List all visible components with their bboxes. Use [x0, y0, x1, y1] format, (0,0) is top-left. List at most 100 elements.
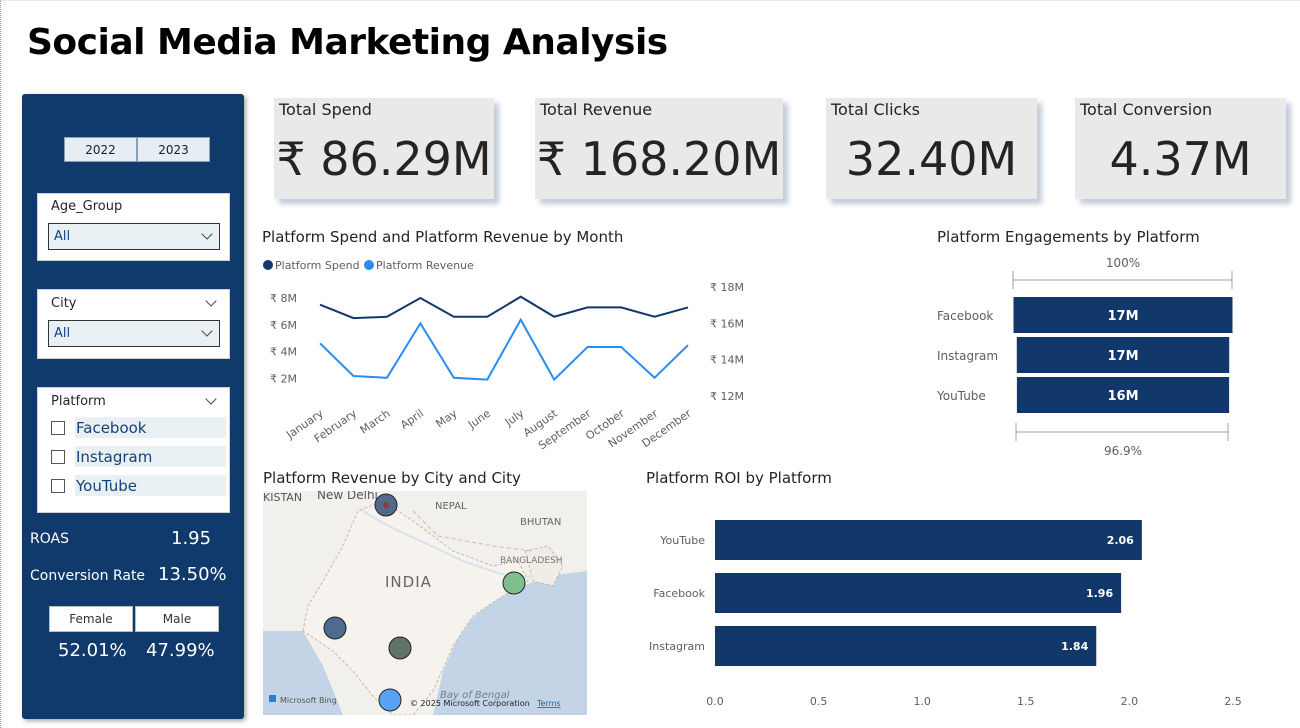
left-axis-tick-label: ₹ 8M: [270, 292, 297, 305]
x-axis-tick-label: July: [502, 407, 527, 430]
gender-male-button[interactable]: Male: [135, 606, 219, 632]
funnel-title: Platform Engagements by Platform: [937, 228, 1200, 246]
map-canvas[interactable]: KISTAN New Delhi NEPAL BHUTAN BANGLADESH…: [263, 491, 587, 715]
platform-slicer: Platform Facebook Instagram YouTube: [37, 387, 230, 513]
map-bubble-hyderabad[interactable]: [388, 636, 412, 660]
map-label-bhutan: BHUTAN: [520, 517, 561, 528]
roi-bar-youtube[interactable]: [715, 520, 1142, 560]
roas-value: 1.95: [171, 528, 212, 549]
platform-option-label: YouTube: [75, 475, 226, 496]
roi-x-axis-tick-label: 1.0: [913, 695, 931, 708]
funnel-category-label: Facebook: [937, 309, 993, 323]
right-axis-tick-label: ₹ 16M: [710, 317, 744, 330]
funnel-bar-facebook[interactable]: [1013, 297, 1233, 333]
conversion-rate-label: Conversion Rate: [30, 568, 146, 584]
roi-x-axis-tick-label: 2.5: [1224, 695, 1242, 708]
kpi-value: ₹ 86.29M: [276, 132, 492, 186]
funnel-bar-youtube[interactable]: [1016, 377, 1230, 413]
funnel-bar-value-label: 17M: [1107, 309, 1138, 324]
filter-sidebar: 2022 2023 Age_Group All City All Platfor…: [22, 94, 244, 719]
funnel-top-percentage: 100%: [1106, 256, 1140, 270]
funnel-category-label: Instagram: [937, 349, 998, 363]
roi-x-axis-tick-label: 1.5: [1017, 695, 1035, 708]
right-axis-tick-label: ₹ 14M: [710, 354, 744, 367]
female-percentage: 52.01%: [58, 640, 127, 661]
year-2023-button[interactable]: 2023: [137, 137, 210, 162]
kpi-label: Total Conversion: [1080, 100, 1213, 119]
right-axis-tick-label: ₹ 18M: [710, 281, 744, 294]
kpi-card-total-revenue: Total Revenue ₹ 168.20M: [535, 98, 783, 199]
bay-of-bengal-water: [433, 571, 587, 715]
checkbox[interactable]: [51, 420, 65, 435]
checkbox[interactable]: [51, 478, 65, 493]
platform-option-youtube[interactable]: YouTube: [51, 475, 226, 496]
kpi-label: Total Revenue: [540, 100, 653, 119]
kpi-label: Total Spend: [279, 100, 372, 119]
platform-roi-bar-chart[interactable]: 2.06 YouTube 1.96 Facebook 1.84 Instagram 0.0…: [640, 500, 1260, 715]
roi-x-axis-tick-label: 2.0: [1121, 695, 1139, 708]
map-label-bay-of-bengal: Bay of Bengal: [440, 690, 510, 701]
legend-marker-spend: [263, 260, 273, 270]
gender-female-button[interactable]: Female: [49, 606, 133, 632]
chevron-down-icon: [201, 228, 213, 240]
city-slicer-title: City: [51, 296, 77, 311]
city-selected: All: [54, 326, 71, 341]
year-2022-button[interactable]: 2022: [64, 137, 137, 162]
kpi-card-total-conversion: Total Conversion 4.37M: [1075, 98, 1286, 199]
kpi-card-total-clicks: Total Clicks 32.40M: [826, 98, 1037, 199]
checkbox[interactable]: [51, 449, 65, 464]
map-label-bangladesh: BANGLADESH: [500, 556, 563, 566]
chevron-down-icon: [201, 325, 213, 337]
age-group-selected: All: [54, 229, 71, 244]
city-slicer: City All: [37, 289, 230, 359]
conversion-rate-value: 13.50%: [158, 564, 227, 585]
line-chart-title: Platform Spend and Platform Revenue by M…: [262, 228, 624, 246]
left-axis-tick-label: ₹ 2M: [270, 372, 297, 385]
roi-category-label: Instagram: [649, 640, 705, 653]
report-title: Social Media Marketing Analysis: [27, 22, 668, 63]
male-percentage: 47.99%: [146, 640, 215, 661]
revenue-city-map[interactable]: KISTAN New Delhi NEPAL BHUTAN BANGLADESH…: [263, 491, 587, 715]
age-group-slicer-title: Age_Group: [51, 199, 123, 214]
border-nepal: [412, 510, 534, 552]
arabian-sea: [263, 631, 343, 715]
platform-revenue-line[interactable]: [319, 317, 689, 382]
platform-spend-line[interactable]: [319, 295, 689, 320]
map-label-new-delhi: New Delhi: [317, 491, 378, 502]
map-bubble-mumbai[interactable]: [323, 616, 347, 640]
map-bubble-kolkata[interactable]: [502, 571, 526, 595]
kpi-card-total-spend: Total Spend ₹ 86.29M: [274, 98, 494, 199]
roas-label: ROAS: [30, 531, 69, 547]
left-axis-tick-label: ₹ 6M: [270, 319, 297, 332]
map-bubble-chennai[interactable]: [378, 688, 402, 712]
funnel-bottom-percentage: 96.9%: [1104, 444, 1142, 458]
city-dropdown[interactable]: All: [48, 320, 220, 347]
roi-category-label: Facebook: [653, 587, 705, 600]
platform-option-label: Facebook: [75, 417, 226, 438]
chevron-down-icon[interactable]: [205, 393, 217, 405]
age-group-slicer: Age_Group All: [37, 193, 230, 261]
map-terms-link[interactable]: Terms: [536, 699, 561, 708]
map-copyright: © 2025 Microsoft Corporation: [410, 699, 530, 708]
roi-bar-facebook[interactable]: [715, 573, 1122, 613]
platform-option-label: Instagram: [75, 446, 226, 467]
funnel-bar-instagram[interactable]: [1016, 337, 1230, 373]
chevron-down-icon[interactable]: [205, 295, 217, 307]
kpi-value: 32.40M: [845, 132, 1018, 186]
age-group-dropdown[interactable]: All: [48, 223, 220, 250]
x-axis-tick-label: June: [465, 407, 493, 432]
roi-bar-value-label: 2.06: [1107, 534, 1134, 547]
platform-option-facebook[interactable]: Facebook: [51, 417, 226, 438]
platform-engagements-funnel[interactable]: 100% 17M Facebook 17M Instagram 16M YouTube 9…: [925, 250, 1255, 465]
right-axis-tick-label: ₹ 12M: [710, 390, 744, 403]
platform-slicer-title: Platform: [51, 394, 106, 409]
bing-logo-icon: [269, 695, 276, 702]
spend-revenue-line-chart[interactable]: Platform Spend Platform Revenue ₹ 2M ₹ 4M…: [255, 250, 765, 455]
map-label-india: INDIA: [385, 573, 432, 591]
roi-category-label: YouTube: [659, 534, 705, 547]
map-attribution: Microsoft Bing: [280, 696, 337, 705]
roi-bar-instagram[interactable]: [715, 626, 1097, 666]
x-axis-tick-label: May: [433, 407, 459, 431]
kpi-value: 4.37M: [1109, 132, 1252, 186]
platform-option-instagram[interactable]: Instagram: [51, 446, 226, 467]
